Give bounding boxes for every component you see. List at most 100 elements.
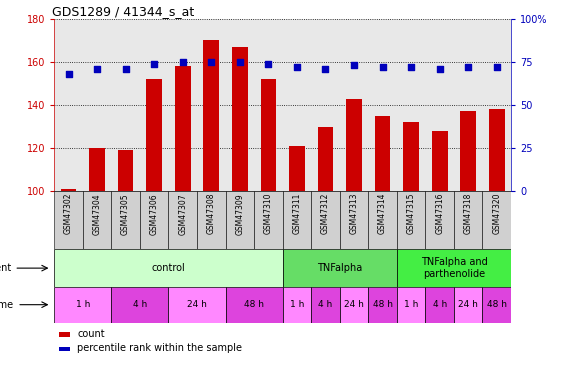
Bar (54, 287, 111, 322)
Bar (460, 111, 476, 191)
Bar (368, 191, 397, 249)
Bar (425, 191, 454, 249)
Bar (83, 191, 111, 249)
Text: GSM47313: GSM47313 (349, 193, 359, 234)
Point (407, 64, 416, 70)
Text: GSM47315: GSM47315 (407, 193, 416, 234)
Bar (89, 148, 105, 191)
Point (492, 64, 501, 70)
Point (435, 66, 444, 72)
Text: GSM47316: GSM47316 (435, 193, 444, 234)
Point (264, 61, 273, 67)
Point (178, 59, 187, 65)
Bar (175, 66, 191, 191)
Bar (254, 191, 283, 249)
Bar (203, 40, 219, 191)
Bar (397, 249, 511, 287)
Bar (111, 191, 140, 249)
Bar (146, 79, 162, 191)
Bar (54, 191, 83, 249)
Text: GSM47305: GSM47305 (121, 193, 130, 235)
Point (235, 59, 244, 65)
Bar (140, 191, 168, 249)
Bar (340, 191, 368, 249)
Text: 1 h: 1 h (404, 300, 419, 309)
Bar (226, 191, 254, 249)
Bar (397, 287, 425, 322)
Bar (454, 191, 482, 249)
Bar (283, 249, 397, 287)
Bar (226, 287, 283, 322)
Point (150, 61, 159, 67)
Bar (454, 287, 482, 322)
Bar (61, 189, 77, 191)
Text: GSM47306: GSM47306 (150, 193, 159, 235)
Text: GSM47309: GSM47309 (235, 193, 244, 235)
Text: 4 h: 4 h (133, 300, 147, 309)
Bar (317, 127, 333, 191)
Point (321, 66, 330, 72)
Text: agent: agent (0, 263, 11, 273)
Bar (489, 110, 505, 191)
Text: GSM47302: GSM47302 (64, 193, 73, 234)
Text: 24 h: 24 h (459, 300, 478, 309)
Bar (289, 146, 305, 191)
Text: control: control (151, 263, 186, 273)
Bar (340, 287, 368, 322)
Bar (197, 191, 226, 249)
Bar (232, 47, 248, 191)
Bar (168, 191, 197, 249)
Text: GDS1289 / 41344_s_at: GDS1289 / 41344_s_at (52, 4, 194, 18)
Point (378, 64, 387, 70)
Text: 48 h: 48 h (244, 300, 264, 309)
Text: GSM47318: GSM47318 (464, 193, 473, 234)
Text: 48 h: 48 h (486, 300, 507, 309)
Text: TNFalpha and
parthenolide: TNFalpha and parthenolide (421, 257, 487, 279)
Bar (346, 99, 362, 191)
Text: 1 h: 1 h (75, 300, 90, 309)
Bar (59, 346, 70, 351)
Bar (403, 122, 419, 191)
Text: GSM47314: GSM47314 (378, 193, 387, 234)
Bar (482, 191, 511, 249)
Text: GSM47308: GSM47308 (207, 193, 216, 234)
Text: GSM47307: GSM47307 (178, 193, 187, 235)
Bar (432, 131, 448, 191)
Bar (375, 116, 391, 191)
Bar (54, 249, 283, 287)
Bar (368, 287, 397, 322)
Text: GSM47304: GSM47304 (93, 193, 102, 235)
Bar (311, 287, 340, 322)
Text: 4 h: 4 h (433, 300, 447, 309)
Point (292, 64, 301, 70)
Bar (260, 79, 276, 191)
Point (464, 64, 473, 70)
Bar (482, 287, 511, 322)
Text: 4 h: 4 h (319, 300, 332, 309)
Text: GSM47320: GSM47320 (492, 193, 501, 234)
Bar (397, 191, 425, 249)
Text: percentile rank within the sample: percentile rank within the sample (77, 344, 242, 353)
Bar (283, 191, 311, 249)
Point (64, 71, 73, 77)
Text: 1 h: 1 h (289, 300, 304, 309)
Point (207, 59, 216, 65)
Bar (118, 150, 134, 191)
Text: time: time (0, 300, 14, 310)
Point (93, 66, 102, 72)
Text: GSM47310: GSM47310 (264, 193, 273, 234)
Text: TNFalpha: TNFalpha (317, 263, 363, 273)
Bar (311, 191, 340, 249)
Bar (168, 287, 226, 322)
Text: GSM47312: GSM47312 (321, 193, 330, 234)
Bar (283, 287, 311, 322)
Point (349, 62, 359, 68)
Bar (59, 332, 70, 337)
Text: GSM47311: GSM47311 (292, 193, 301, 234)
Text: count: count (77, 329, 104, 339)
Bar (425, 287, 454, 322)
Text: 24 h: 24 h (187, 300, 207, 309)
Text: 48 h: 48 h (372, 300, 393, 309)
Text: 24 h: 24 h (344, 300, 364, 309)
Bar (111, 287, 168, 322)
